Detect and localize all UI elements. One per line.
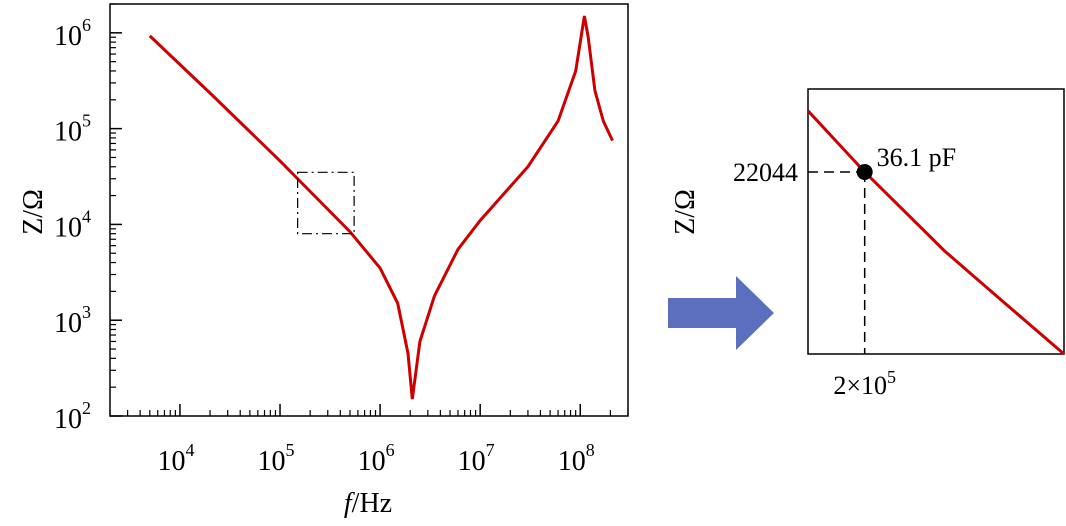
- y-tick-label: 102: [54, 398, 91, 435]
- main-minor-ticks: [109, 3, 629, 416]
- tick-base: 10: [157, 446, 185, 477]
- y-tick-label: 106: [54, 15, 91, 52]
- main-impedance-curve: [148, 15, 614, 400]
- x-tick-label: 107: [458, 440, 495, 477]
- zoom-capacitance-label: 36.1 pF: [877, 143, 956, 172]
- zoom-x-tick-coef: 2×10: [833, 371, 887, 400]
- x-tick-label: 106: [358, 440, 395, 477]
- y-tick-label: 104: [54, 206, 91, 243]
- tick-base: 10: [54, 308, 82, 339]
- tick-base: 10: [54, 117, 82, 148]
- tick-exponent: 7: [486, 440, 495, 460]
- tick-base: 10: [54, 21, 82, 52]
- main-y-axis-title: Z/Ω: [18, 189, 49, 235]
- zoom-y-tick-label: 22044: [733, 158, 798, 187]
- y-tick-label: 105: [54, 111, 91, 148]
- tick-exponent: 6: [82, 15, 91, 35]
- tick-exponent: 5: [82, 111, 91, 131]
- main-plot-frame: [109, 3, 629, 417]
- main-x-axis-title: f/Hz: [344, 488, 392, 519]
- x-tick-label: 105: [258, 440, 295, 477]
- tick-exponent: 8: [586, 440, 595, 460]
- tick-exponent: 4: [82, 206, 91, 226]
- zoom-impedance-curve: [806, 109, 1065, 356]
- tick-base: 10: [458, 446, 486, 477]
- tick-exponent: 3: [82, 302, 91, 322]
- tick-exponent: 6: [386, 440, 395, 460]
- x-axis-unit: /Hz: [352, 488, 392, 519]
- main-major-ticks: [110, 32, 582, 417]
- tick-base: 10: [358, 446, 386, 477]
- main-x-tick-labels: 104 105 106 107 108: [157, 440, 594, 477]
- zoom-x-tick-label: 2×105: [833, 367, 896, 400]
- tick-exponent: 2: [82, 398, 91, 418]
- tick-base: 10: [54, 212, 82, 243]
- x-axis-italic-f: f: [344, 488, 355, 519]
- x-tick-label: 108: [558, 440, 595, 477]
- tick-base: 10: [54, 404, 82, 435]
- zoom-arrow: [668, 276, 774, 350]
- zoom-plot-frame: [807, 88, 1065, 355]
- y-tick-label: 103: [54, 302, 91, 339]
- tick-exponent: 5: [286, 440, 295, 460]
- tick-base: 10: [258, 446, 286, 477]
- x-tick-label: 104: [157, 440, 194, 477]
- zoom-data-point: [856, 164, 873, 181]
- zoom-y-axis-title: Z/Ω: [670, 189, 701, 235]
- tick-base: 10: [558, 446, 586, 477]
- zoom-x-tick-exp: 5: [887, 367, 896, 387]
- zoom-region-box: [297, 171, 355, 235]
- tick-exponent: 4: [185, 440, 194, 460]
